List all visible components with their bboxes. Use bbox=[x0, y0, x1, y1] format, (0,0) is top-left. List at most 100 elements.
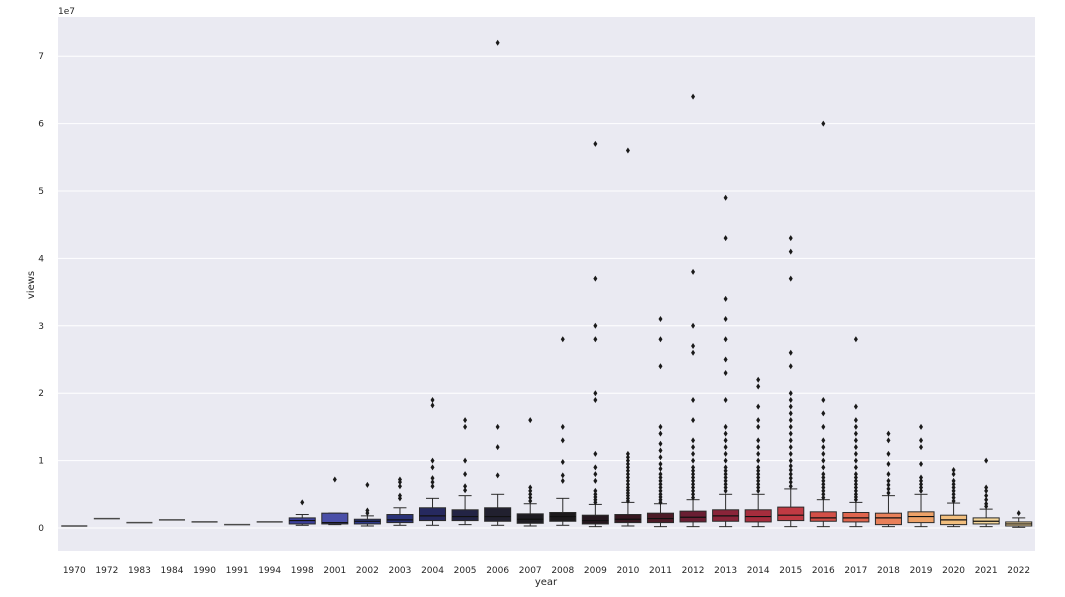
x-tick-label: 1970 bbox=[63, 566, 86, 576]
outlier-point bbox=[658, 484, 663, 491]
x-tick-label: 2003 bbox=[388, 566, 411, 576]
x-tick-label: 1984 bbox=[161, 566, 184, 576]
outlier-point bbox=[625, 147, 630, 154]
outlier-point bbox=[691, 471, 696, 478]
outlier-point bbox=[430, 475, 435, 482]
outlier-point bbox=[658, 454, 663, 461]
outlier-point bbox=[821, 481, 826, 488]
outlier-point bbox=[723, 444, 728, 451]
outlier-point bbox=[723, 194, 728, 201]
outlier-point bbox=[756, 450, 761, 457]
outlier-point bbox=[984, 496, 989, 503]
outlier-point bbox=[658, 447, 663, 454]
outlier-point bbox=[723, 487, 728, 494]
outlier-point bbox=[853, 423, 858, 430]
y-tick-label: 6 bbox=[38, 120, 44, 130]
x-tick-label: 2005 bbox=[454, 566, 477, 576]
outlier-point bbox=[984, 484, 989, 491]
outlier-point bbox=[756, 444, 761, 451]
outlier-point bbox=[919, 484, 924, 491]
outlier-point bbox=[723, 474, 728, 481]
outlier-point bbox=[723, 396, 728, 403]
outlier-point bbox=[821, 477, 826, 484]
outlier-point bbox=[756, 477, 761, 484]
outlier-point bbox=[919, 460, 924, 467]
outlier-point bbox=[756, 417, 761, 424]
outlier-point bbox=[691, 444, 696, 451]
box-iqr bbox=[907, 511, 935, 524]
outlier-point bbox=[691, 467, 696, 474]
outlier-point bbox=[723, 336, 728, 343]
outlier-point bbox=[625, 477, 630, 484]
outlier-point bbox=[951, 494, 956, 501]
y-tick-label: 0 bbox=[38, 524, 44, 534]
box-2010 bbox=[614, 147, 642, 527]
outlier-point bbox=[560, 458, 565, 465]
outlier-point bbox=[593, 477, 598, 484]
gridlines bbox=[58, 55, 1035, 529]
y-tick-label: 7 bbox=[38, 52, 44, 62]
boxes bbox=[61, 39, 1033, 528]
outlier-point bbox=[919, 477, 924, 484]
outlier-point bbox=[788, 475, 793, 482]
x-tick-label: 2014 bbox=[747, 566, 770, 576]
outlier-point bbox=[658, 477, 663, 484]
outlier-point bbox=[788, 363, 793, 370]
outlier-point bbox=[560, 423, 565, 430]
box-1998 bbox=[288, 499, 316, 526]
y-tick-label: 4 bbox=[38, 254, 44, 264]
outlier-point bbox=[625, 460, 630, 467]
outlier-point bbox=[756, 423, 761, 430]
outlier-point bbox=[756, 474, 761, 481]
outlier-point bbox=[397, 492, 402, 499]
outlier-point bbox=[756, 464, 761, 471]
outlier-point bbox=[691, 487, 696, 494]
outlier-point bbox=[723, 484, 728, 491]
outlier-point bbox=[788, 437, 793, 444]
x-tick-label: 2011 bbox=[649, 566, 672, 576]
box-iqr bbox=[451, 509, 479, 522]
outlier-point bbox=[365, 507, 370, 514]
outlier-point bbox=[463, 483, 468, 490]
outlier-point bbox=[625, 454, 630, 461]
box-2001 bbox=[321, 476, 349, 526]
outlier-point bbox=[723, 471, 728, 478]
outlier-point bbox=[788, 471, 793, 478]
outlier-point bbox=[756, 471, 761, 478]
outlier-point bbox=[593, 450, 598, 457]
outlier-point bbox=[951, 487, 956, 494]
outlier-point bbox=[951, 481, 956, 488]
outlier-point bbox=[691, 322, 696, 329]
x-tick-label: 2008 bbox=[551, 566, 574, 576]
box-iqr bbox=[842, 511, 870, 523]
outlier-point bbox=[951, 491, 956, 498]
outlier-point bbox=[723, 457, 728, 464]
outlier-point bbox=[821, 474, 826, 481]
outlier-point bbox=[886, 481, 891, 488]
outlier-point bbox=[723, 356, 728, 363]
x-tick-label: 2009 bbox=[584, 566, 607, 576]
outlier-point bbox=[821, 396, 826, 403]
outlier-point bbox=[463, 423, 468, 430]
outlier-point bbox=[658, 481, 663, 488]
outlier-point bbox=[723, 316, 728, 323]
outlier-point bbox=[723, 235, 728, 242]
outlier-point bbox=[528, 417, 533, 424]
outlier-point bbox=[919, 423, 924, 430]
x-axis-label: year bbox=[535, 577, 558, 588]
outlier-point bbox=[495, 423, 500, 430]
x-tick-label: 1998 bbox=[291, 566, 314, 576]
y-tick-label: 5 bbox=[38, 187, 44, 197]
outlier-point bbox=[886, 450, 891, 457]
x-tick-label: 2022 bbox=[1007, 566, 1030, 576]
outlier-point bbox=[723, 295, 728, 302]
outlier-point bbox=[853, 403, 858, 410]
box-iqr bbox=[744, 509, 772, 523]
outlier-point bbox=[853, 437, 858, 444]
outlier-point bbox=[853, 444, 858, 451]
outlier-point bbox=[528, 498, 533, 505]
outlier-point bbox=[951, 471, 956, 478]
outlier-point bbox=[756, 403, 761, 410]
outlier-point bbox=[788, 444, 793, 451]
outlier-point bbox=[853, 430, 858, 437]
